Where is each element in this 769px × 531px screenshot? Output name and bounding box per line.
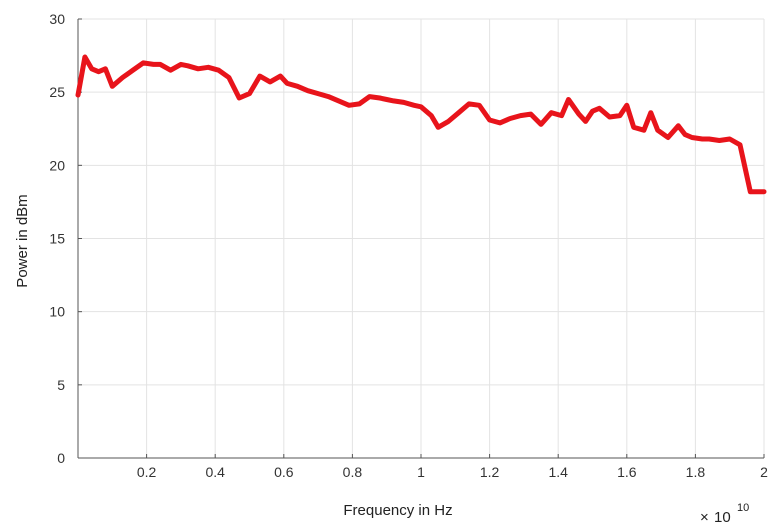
x-exponent-label: × 10 10: [700, 502, 749, 526]
series-group: [75, 54, 767, 195]
grid: [78, 18, 765, 459]
x-tick-label: 0.2: [137, 464, 157, 480]
x-tick-labels: 0.2 0.4 0.6 0.8 1 1.2 1.4 1.6 1.8 2: [137, 464, 768, 480]
x-tick-label: 1.6: [617, 464, 637, 480]
y-axis-label: Power in dBm: [14, 194, 31, 287]
y-tick-label: 0: [57, 450, 65, 466]
x-tick-label: 1.4: [548, 464, 568, 480]
x-tick-label: 1.8: [686, 464, 706, 480]
x-exponent-base: 10: [714, 509, 731, 526]
y-tick-label: 25: [49, 84, 65, 100]
y-tick-label: 30: [49, 11, 65, 27]
x-exponent-power: 10: [737, 502, 749, 514]
x-axis-label: Frequency in Hz: [343, 502, 452, 519]
x-tick-label: 0.4: [205, 464, 225, 480]
x-tick-label: 1.2: [480, 464, 500, 480]
y-tick-label: 5: [57, 377, 65, 393]
x-tick-label: 0.6: [274, 464, 294, 480]
x-tick-label: 1: [417, 464, 425, 480]
x-exponent-prefix: ×: [700, 509, 709, 526]
y-tick-label: 10: [49, 304, 65, 320]
y-tick-label: 20: [49, 157, 65, 173]
y-tick-label: 15: [49, 231, 65, 247]
x-tick-label: 2: [760, 464, 768, 480]
series-line-0: [75, 54, 767, 195]
y-tick-labels: 0 5 10 15 20 25 30: [49, 11, 65, 466]
x-tick-label: 0.8: [343, 464, 363, 480]
